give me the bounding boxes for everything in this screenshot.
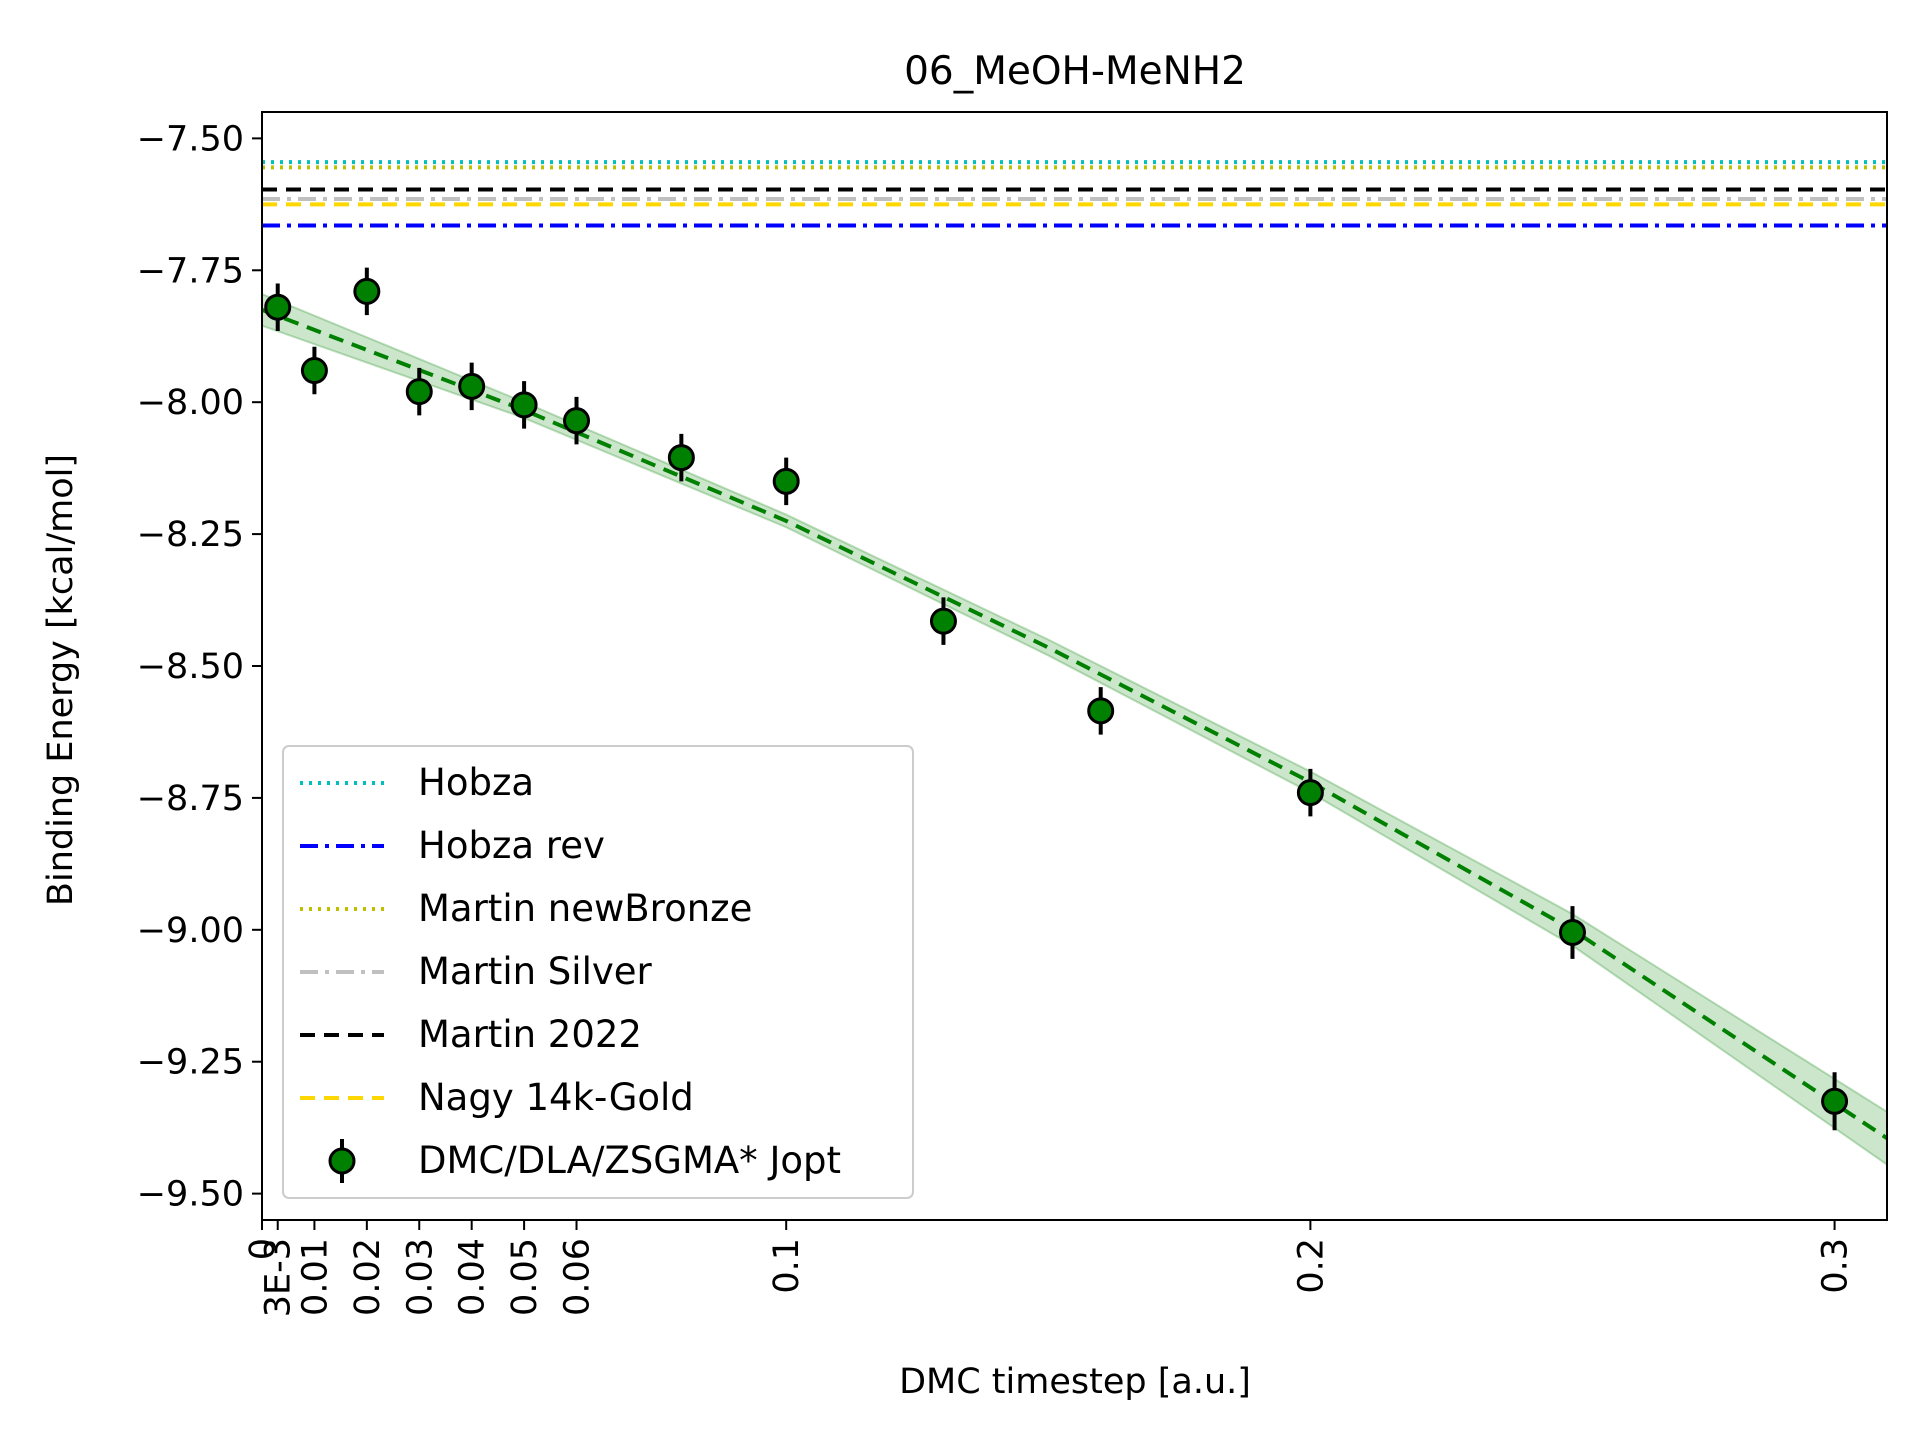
y-tick-label: −7.50	[137, 119, 244, 159]
axes: −7.50 −7.75 −8.00 −8.25 −8.50 −8.75 −9.00 −9.25…	[137, 111, 1888, 1317]
data-point	[772, 467, 800, 495]
y-tick-label: −8.50	[137, 647, 244, 687]
legend-label: Hobza	[418, 761, 534, 804]
x-tick-label: 0.01	[295, 1238, 335, 1316]
legend-label: Martin 2022	[418, 1013, 642, 1056]
y-axis-label: Binding Energy [kcal/mol]	[41, 454, 81, 906]
data-point	[458, 372, 486, 400]
plot-area	[262, 160, 1887, 1166]
x-tick-label: 0.06	[558, 1238, 598, 1316]
y-tick-label: −8.75	[137, 779, 244, 819]
data-point	[667, 444, 695, 472]
y-tick-label: −8.00	[137, 383, 244, 423]
x-tick-label: 0.04	[453, 1238, 493, 1316]
data-point	[929, 607, 957, 635]
legend-label: DMC/DLA/ZSGMA* Jopt	[418, 1139, 841, 1182]
data-point	[1821, 1087, 1849, 1115]
legend: Hobza Hobza rev Martin newBronze Martin Sil…	[282, 745, 914, 1199]
y-tick-label: −9.25	[137, 1043, 244, 1083]
y-tick-label: −7.75	[137, 251, 244, 291]
x-tick-label: 0	[243, 1238, 283, 1260]
data-point	[353, 277, 381, 305]
data-point	[1087, 697, 1115, 725]
x-tick-label: 0.05	[505, 1238, 545, 1316]
legend-label: Hobza rev	[418, 824, 605, 867]
x-tick-label: 0.02	[348, 1238, 388, 1316]
legend-label: Martin newBronze	[418, 887, 752, 930]
legend-swatch-marker	[328, 1147, 356, 1175]
data-point	[1558, 918, 1586, 946]
x-tick-label: 0.2	[1291, 1238, 1331, 1294]
y-tick-label: −9.50	[137, 1175, 244, 1215]
data-point	[1296, 779, 1324, 807]
data-point	[300, 357, 328, 385]
data-point	[563, 407, 591, 435]
data-point	[510, 391, 538, 419]
chart-title: 06_MeOH-MeNH2	[904, 49, 1246, 94]
legend-box	[282, 745, 914, 1199]
x-tick-label: 0.3	[1816, 1238, 1856, 1294]
data-point	[264, 293, 292, 321]
legend-label: Nagy 14k-Gold	[418, 1076, 694, 1119]
x-tick-label: 0.03	[400, 1238, 440, 1316]
x-axis-label: DMC timestep [a.u.]	[899, 1362, 1251, 1402]
y-tick-label: −9.00	[137, 911, 244, 951]
x-tick-label: 0.1	[767, 1238, 807, 1294]
data-point	[405, 378, 433, 406]
legend-label: Martin Silver	[418, 950, 653, 993]
x-tick-label: 3E-3	[259, 1238, 299, 1317]
y-tick-label: −8.25	[137, 515, 244, 555]
